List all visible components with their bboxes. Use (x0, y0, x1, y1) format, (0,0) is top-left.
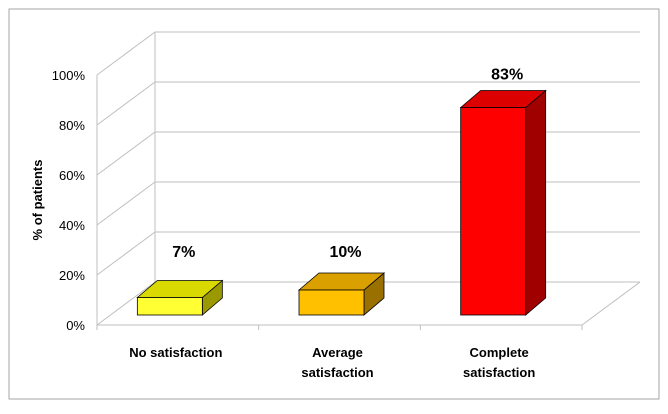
y-tick-label: 20% (59, 268, 85, 283)
y-axis-ticks: 0% 20% 40% 60% 80% 100% (52, 68, 86, 333)
chart-floor (96, 281, 641, 330)
data-label: 10% (329, 244, 361, 261)
bars (136, 89, 547, 316)
y-tick-label: 40% (59, 218, 85, 233)
x-tick-label: Complete (470, 345, 529, 360)
gridline-slant (96, 231, 156, 276)
data-labels: 7% 10% 83% (172, 67, 523, 262)
y-tick-label: 80% (59, 118, 85, 133)
gridlines (96, 31, 640, 326)
x-tick-label: satisfaction (301, 365, 373, 380)
chart-border (8, 8, 660, 400)
y-tick-label: 0% (66, 318, 85, 333)
gridline-slant (96, 81, 156, 126)
bar-side (525, 89, 547, 316)
gridline-slant (96, 31, 156, 76)
data-label: 83% (491, 67, 523, 84)
bar-front (460, 107, 527, 316)
y-axis-label: % of patients (30, 160, 45, 241)
y-tick-label: 100% (52, 68, 86, 83)
x-axis-labels: No satisfaction Average satisfaction Comple… (129, 345, 535, 380)
x-tick-label: satisfaction (463, 365, 535, 380)
x-tick-label: No satisfaction (129, 345, 222, 360)
data-label: 7% (172, 244, 195, 261)
x-tick-label: Average (312, 345, 363, 360)
bar-front (136, 297, 203, 316)
bar-front (298, 289, 365, 316)
gridline-slant (96, 281, 156, 326)
bar (136, 279, 224, 316)
gridline-slant (96, 181, 156, 226)
bar (297, 272, 386, 316)
gridline-slant (96, 131, 156, 176)
bar (459, 89, 547, 316)
y-tick-label: 60% (59, 168, 85, 183)
